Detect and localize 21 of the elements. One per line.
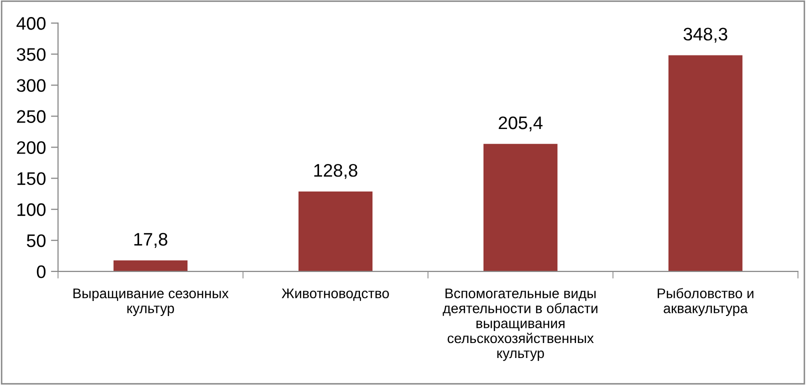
bar: [668, 55, 742, 272]
data-label: 348,3: [684, 28, 728, 43]
bar: [483, 144, 558, 272]
y-tick-label: 300: [16, 79, 46, 92]
x-tick-label: Рыболовство и аквакультура: [658, 288, 754, 316]
y-tick-label: 350: [16, 48, 46, 61]
x-tick-label: Животноводство: [282, 288, 389, 301]
y-tick-label: 100: [17, 203, 46, 216]
x-tick-label: Выращивание сезонных культур: [73, 288, 229, 316]
x-tick-label: Вспомогательные виды деятельности в области выращивания сельскохозяйственных культур: [442, 288, 598, 361]
bar: [298, 191, 372, 272]
y-tick-label: 250: [17, 110, 46, 123]
data-label: 128,8: [314, 164, 358, 179]
bar: [114, 260, 188, 272]
y-tick-label: 400: [16, 17, 46, 30]
y-tick-label: 0: [36, 265, 46, 278]
y-tick-label: 200: [17, 141, 46, 154]
data-label: 17,8: [134, 232, 168, 248]
y-tick-label: 50: [26, 234, 46, 248]
data-label: 205,4: [498, 116, 543, 132]
y-tick-label: 150: [17, 172, 46, 186]
